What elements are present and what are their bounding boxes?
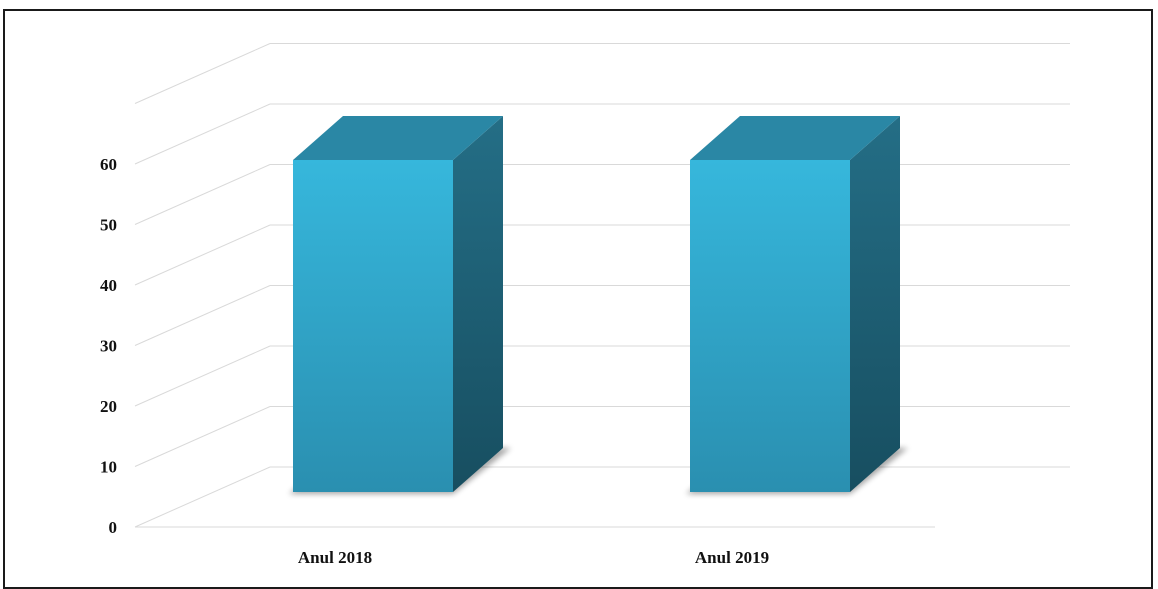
bar-front-face xyxy=(293,160,453,492)
bar-side-face xyxy=(850,116,900,492)
chart-frame xyxy=(3,9,1153,589)
bar-top-face xyxy=(690,116,900,160)
gridline-diagonal xyxy=(134,164,271,225)
gridline-diagonal xyxy=(134,466,271,528)
y-tick-label: 60 xyxy=(100,155,117,174)
gridline-diagonal xyxy=(134,285,271,346)
y-tick-label: 40 xyxy=(100,276,117,295)
bar xyxy=(686,116,908,494)
bars xyxy=(289,116,908,494)
gridline-diagonal xyxy=(134,224,271,286)
bar-side-face xyxy=(453,116,503,492)
x-category-label: Anul 2019 xyxy=(695,548,769,567)
y-tick-label: 0 xyxy=(109,518,118,537)
gridline-diagonal xyxy=(134,103,271,165)
gridline-diagonal xyxy=(134,43,271,104)
y-tick-label: 10 xyxy=(100,458,117,477)
x-category-label: Anul 2018 xyxy=(298,548,372,567)
y-tick-label: 50 xyxy=(100,216,117,235)
gridline-diagonal xyxy=(134,406,271,467)
y-axis: 0 10 20 30 40 50 60 xyxy=(100,155,117,537)
category-axis: Anul 2018 Anul 2019 xyxy=(298,548,769,567)
y-tick-label: 30 xyxy=(100,337,117,356)
bar-top-face xyxy=(293,116,503,160)
bar xyxy=(289,116,511,494)
gridline-diagonal xyxy=(134,345,271,407)
y-tick-label: 20 xyxy=(100,397,117,416)
bar-front-face xyxy=(690,160,850,492)
gridlines xyxy=(134,43,1070,528)
